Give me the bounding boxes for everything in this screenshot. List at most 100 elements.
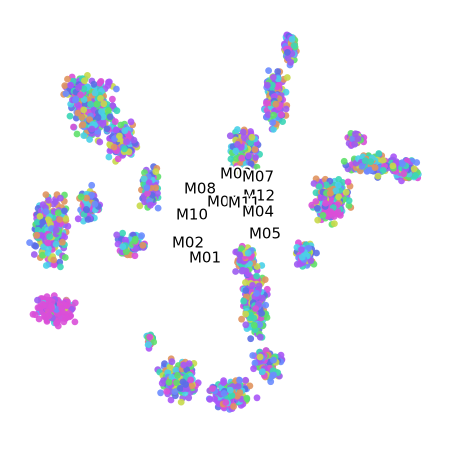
scatter-point: [334, 181, 342, 189]
scatter-point: [351, 140, 358, 148]
scatter-point: [247, 160, 255, 168]
scatter-point: [72, 95, 80, 103]
scatter-point: [399, 160, 406, 168]
scatter-point: [61, 254, 69, 261]
scatter-point: [379, 157, 387, 165]
scatter-point: [264, 111, 272, 119]
scatter-point: [53, 320, 60, 327]
scatter-point: [42, 301, 49, 309]
scatter-point: [84, 216, 92, 223]
scatter-point: [331, 220, 338, 228]
scatter-point: [119, 229, 126, 237]
scatter-point: [105, 153, 113, 161]
scatter-point: [145, 341, 153, 348]
scatter-points: [26, 31, 422, 413]
scatter-point: [50, 256, 58, 264]
scatter-point: [312, 198, 320, 205]
scatter-point: [312, 189, 320, 197]
scatter-point: [275, 82, 283, 89]
scatter-point: [136, 202, 144, 210]
scatter-point: [314, 216, 322, 224]
scatter-point: [253, 272, 260, 280]
scatter-point: [100, 100, 108, 108]
scatter-point: [34, 296, 41, 304]
scatter-point: [77, 193, 85, 201]
scatter-point: [117, 121, 125, 129]
scatter-point: [269, 74, 277, 81]
scatter-point: [208, 385, 216, 392]
cluster-label-m01: M01: [189, 249, 221, 267]
scatter-point: [52, 226, 60, 234]
scatter-point: [80, 96, 88, 103]
scatter-point: [57, 263, 64, 271]
scatter-point: [71, 299, 79, 307]
scatter-point: [389, 162, 397, 170]
scatter-point: [242, 279, 249, 286]
scatter-point: [154, 189, 161, 197]
scatter-point: [232, 268, 240, 275]
scatter-point: [226, 132, 234, 140]
scatter-point: [251, 359, 259, 367]
scatter-point: [234, 141, 241, 148]
scatter-point: [188, 382, 196, 390]
scatter-point: [160, 377, 167, 384]
scatter-point: [45, 196, 52, 204]
scatter-point: [44, 239, 52, 247]
scatter-point: [242, 310, 250, 318]
scatter-point: [247, 335, 255, 343]
scatter-point: [165, 378, 173, 386]
scatter-point: [239, 128, 247, 136]
scatter-point: [64, 75, 71, 83]
scatter-point: [119, 243, 127, 251]
scatter-point: [250, 365, 257, 373]
scatter-point: [249, 172, 256, 180]
scatter-point: [58, 305, 66, 312]
scatter-point: [59, 238, 66, 246]
scatter-point: [236, 251, 244, 259]
scatter-point: [256, 353, 264, 361]
scatter-point: [50, 261, 58, 269]
scatter-point: [180, 361, 188, 369]
scatter-point: [270, 111, 277, 119]
scatter-point: [269, 81, 276, 89]
scatter-point: [122, 248, 130, 256]
scatter-point: [226, 386, 234, 394]
scatter-point: [132, 245, 140, 253]
scatter-point: [334, 208, 342, 216]
scatter-point: [256, 333, 264, 341]
scatter-point: [33, 231, 41, 239]
scatter-point: [157, 389, 165, 397]
scatter-point: [269, 119, 276, 126]
scatter-point: [252, 305, 259, 312]
scatter-point: [93, 100, 101, 108]
scatter-point: [249, 282, 256, 289]
scatter-point: [264, 81, 271, 89]
scatter-point: [154, 204, 162, 212]
scatter-point: [261, 276, 269, 283]
scatter-point: [255, 282, 263, 290]
scatter-point: [123, 138, 130, 146]
scatter-point: [177, 398, 185, 406]
scatter-point: [313, 249, 320, 257]
scatter-point: [265, 67, 272, 74]
scatter-point: [83, 206, 90, 213]
scatter-point: [84, 72, 91, 79]
scatter-point: [227, 155, 235, 163]
scatter-point: [161, 360, 168, 368]
scatter-point: [74, 109, 82, 117]
scatter-point: [238, 315, 246, 323]
scatter-point: [139, 241, 147, 249]
scatter-point: [88, 125, 96, 133]
scatter-point: [232, 147, 240, 155]
scatter-point: [88, 181, 96, 189]
scatter-point: [80, 106, 88, 114]
scatter-point: [91, 89, 99, 97]
scatter-point: [244, 249, 252, 257]
scatter-point: [242, 287, 250, 294]
scatter-point: [274, 68, 282, 75]
scatter-point: [66, 313, 73, 321]
scatter-point: [247, 139, 255, 147]
scatter-point: [282, 105, 290, 113]
cluster-label-m12: M12: [243, 187, 275, 205]
